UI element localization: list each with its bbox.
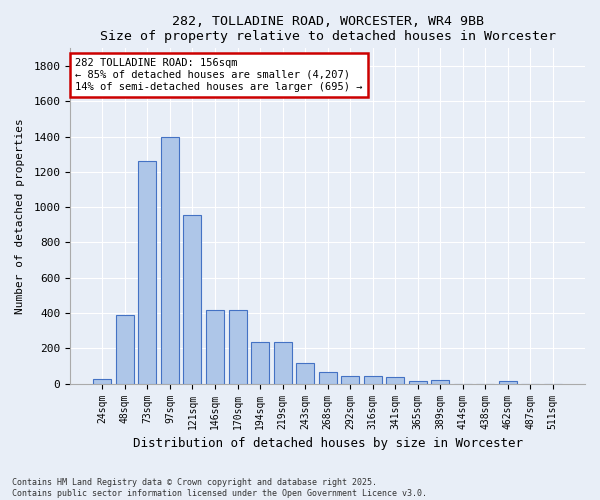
Text: Contains HM Land Registry data © Crown copyright and database right 2025.
Contai: Contains HM Land Registry data © Crown c…	[12, 478, 427, 498]
Bar	[431, 380, 449, 384]
Bar	[274, 342, 292, 384]
Bar	[116, 315, 134, 384]
Bar	[386, 376, 404, 384]
X-axis label: Distribution of detached houses by size in Worcester: Distribution of detached houses by size …	[133, 437, 523, 450]
Bar	[341, 376, 359, 384]
Y-axis label: Number of detached properties: Number of detached properties	[15, 118, 25, 314]
Text: 282 TOLLADINE ROAD: 156sqm
← 85% of detached houses are smaller (4,207)
14% of s: 282 TOLLADINE ROAD: 156sqm ← 85% of deta…	[75, 58, 363, 92]
Bar	[409, 380, 427, 384]
Bar	[319, 372, 337, 384]
Bar	[206, 310, 224, 384]
Bar	[184, 215, 202, 384]
Bar	[364, 376, 382, 384]
Bar	[139, 162, 157, 384]
Bar	[499, 380, 517, 384]
Bar	[296, 364, 314, 384]
Bar	[161, 136, 179, 384]
Bar	[94, 380, 112, 384]
Bar	[229, 310, 247, 384]
Title: 282, TOLLADINE ROAD, WORCESTER, WR4 9BB
Size of property relative to detached ho: 282, TOLLADINE ROAD, WORCESTER, WR4 9BB …	[100, 15, 556, 43]
Bar	[251, 342, 269, 384]
